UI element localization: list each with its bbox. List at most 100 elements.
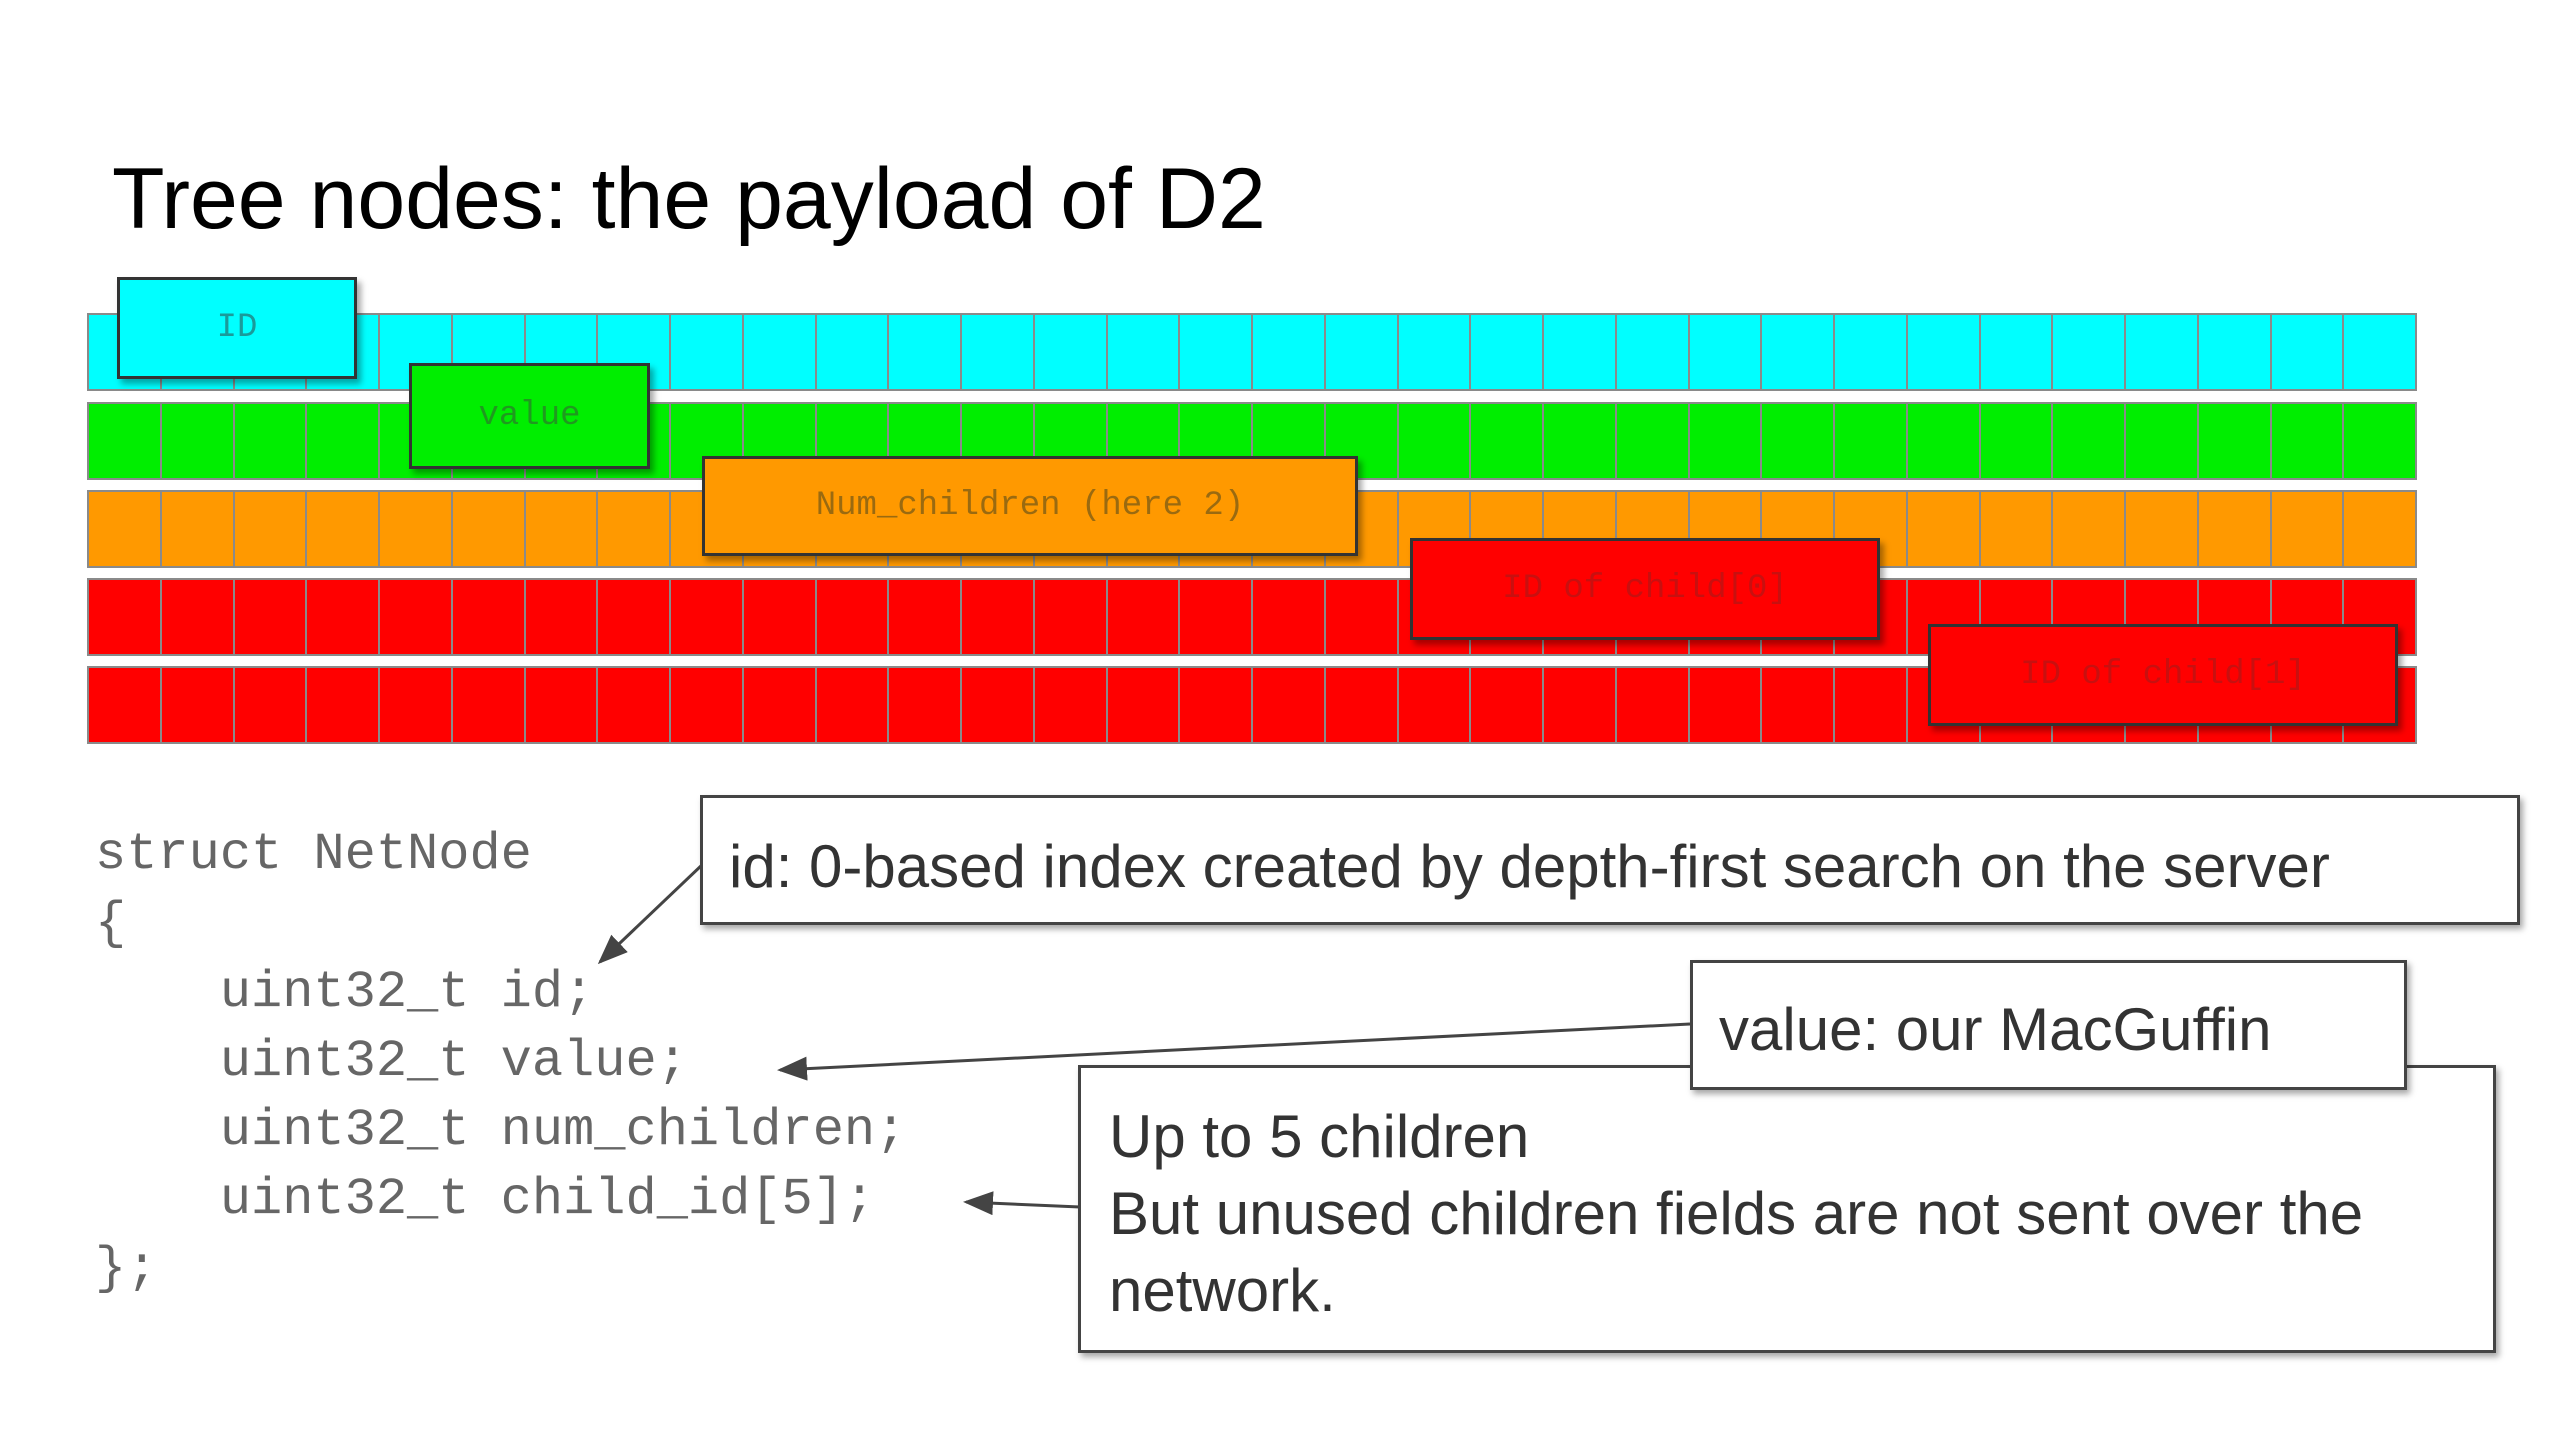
bit-cell bbox=[1981, 315, 2054, 389]
bit-cell bbox=[1690, 404, 1763, 478]
bit-cell bbox=[307, 668, 380, 742]
bit-cell bbox=[2126, 404, 2199, 478]
bit-cell bbox=[307, 580, 380, 654]
slide-title: Tree nodes: the payload of D2 bbox=[112, 151, 1266, 247]
bit-cell bbox=[1690, 668, 1763, 742]
code-line: uint32_t id; bbox=[95, 963, 595, 1022]
bit-cell bbox=[235, 492, 308, 566]
bit-cell bbox=[1326, 492, 1399, 566]
bit-cell bbox=[1326, 668, 1399, 742]
bit-cell bbox=[1326, 404, 1399, 478]
bit-cell bbox=[1835, 668, 1908, 742]
bit-cell bbox=[1035, 404, 1108, 478]
bit-cell bbox=[889, 668, 962, 742]
note-children: Up to 5 children But unused children fie… bbox=[1078, 1065, 2496, 1353]
note-id: id: 0-based index created by depth-first… bbox=[700, 795, 2520, 925]
bit-cell bbox=[1471, 404, 1544, 478]
bit-cell bbox=[235, 404, 308, 478]
bit-cell bbox=[1908, 492, 1981, 566]
bit-cell bbox=[1253, 315, 1326, 389]
bit-cell bbox=[2199, 492, 2272, 566]
bit-cell bbox=[817, 404, 890, 478]
bit-cell bbox=[1762, 315, 1835, 389]
bit-cell bbox=[598, 404, 671, 478]
bit-cell bbox=[962, 668, 1035, 742]
bit-cell bbox=[1399, 492, 1472, 566]
bit-cell bbox=[307, 315, 380, 389]
bit-cell bbox=[380, 580, 453, 654]
bit-cell bbox=[1253, 404, 1326, 478]
bit-cell bbox=[1326, 315, 1399, 389]
bit-cell bbox=[1762, 404, 1835, 478]
bit-cell bbox=[962, 315, 1035, 389]
bit-cell bbox=[2199, 404, 2272, 478]
bit-cell bbox=[1835, 492, 1908, 566]
bit-cell bbox=[962, 404, 1035, 478]
bit-cell bbox=[1835, 580, 1908, 654]
note-children-line: network. bbox=[1109, 1257, 1336, 1324]
field-value: value bbox=[409, 363, 650, 469]
bit-cell bbox=[235, 668, 308, 742]
bit-cell bbox=[2053, 580, 2126, 654]
bit-cell bbox=[1399, 315, 1472, 389]
bit-cell bbox=[307, 404, 380, 478]
bit-cell bbox=[1108, 315, 1181, 389]
bit-cell bbox=[1908, 404, 1981, 478]
bit-cell bbox=[1253, 668, 1326, 742]
bit-cell bbox=[2126, 580, 2199, 654]
bit-cell bbox=[307, 492, 380, 566]
bit-cell bbox=[1544, 404, 1617, 478]
bit-cell bbox=[1981, 404, 2054, 478]
bit-cell bbox=[453, 492, 526, 566]
bit-cell bbox=[1617, 668, 1690, 742]
field-child-1: ID of child[1] bbox=[1928, 624, 2398, 726]
bit-cell bbox=[526, 668, 599, 742]
bit-cell bbox=[817, 668, 890, 742]
field-id: ID bbox=[117, 277, 357, 379]
bit-cell bbox=[1690, 492, 1763, 566]
bit-cell bbox=[1399, 668, 1472, 742]
bit-cell bbox=[1981, 580, 2054, 654]
bit-cell bbox=[380, 492, 453, 566]
bit-cell bbox=[1544, 492, 1617, 566]
bit-cell bbox=[89, 580, 162, 654]
bit-cell bbox=[1544, 315, 1617, 389]
bit-cell bbox=[671, 315, 744, 389]
bit-cell bbox=[817, 580, 890, 654]
bit-cell bbox=[598, 315, 671, 389]
field-num-children: Num_children (here 2) bbox=[702, 456, 1358, 556]
code-line: { bbox=[95, 894, 127, 953]
field-value-label: value bbox=[478, 397, 581, 435]
bit-cell bbox=[1180, 404, 1253, 478]
bit-cell bbox=[1108, 668, 1181, 742]
bit-cell bbox=[2199, 315, 2272, 389]
bit-cell bbox=[671, 580, 744, 654]
bit-cell bbox=[962, 580, 1035, 654]
bit-cell bbox=[1617, 404, 1690, 478]
bit-cell bbox=[1035, 580, 1108, 654]
bit-cell bbox=[1544, 668, 1617, 742]
note-id-text: id: 0-based index created by depth-first… bbox=[729, 833, 2330, 900]
bit-cell bbox=[89, 492, 162, 566]
bit-cell bbox=[598, 668, 671, 742]
code-line: struct NetNode bbox=[95, 825, 532, 884]
struct-code: struct NetNode { uint32_t id; uint32_t va… bbox=[95, 820, 906, 1303]
bit-cell bbox=[453, 315, 526, 389]
field-child-0: ID of child[0] bbox=[1410, 538, 1880, 640]
bit-cell bbox=[1035, 668, 1108, 742]
note-value: value: our MacGuffin bbox=[1690, 960, 2407, 1090]
bit-cell bbox=[1908, 580, 1981, 654]
bit-cell bbox=[89, 668, 162, 742]
code-line: uint32_t value; bbox=[95, 1032, 688, 1091]
bit-cell bbox=[1180, 580, 1253, 654]
bit-cell bbox=[1253, 580, 1326, 654]
field-child-1-label: ID of child[1] bbox=[2020, 656, 2306, 694]
bit-cell bbox=[1326, 580, 1399, 654]
bit-cell bbox=[162, 492, 235, 566]
bit-cell bbox=[1762, 492, 1835, 566]
bit-cell bbox=[453, 668, 526, 742]
bit-cell bbox=[817, 315, 890, 389]
field-child-0-label: ID of child[0] bbox=[1502, 570, 1788, 608]
bit-cell bbox=[1399, 404, 1472, 478]
